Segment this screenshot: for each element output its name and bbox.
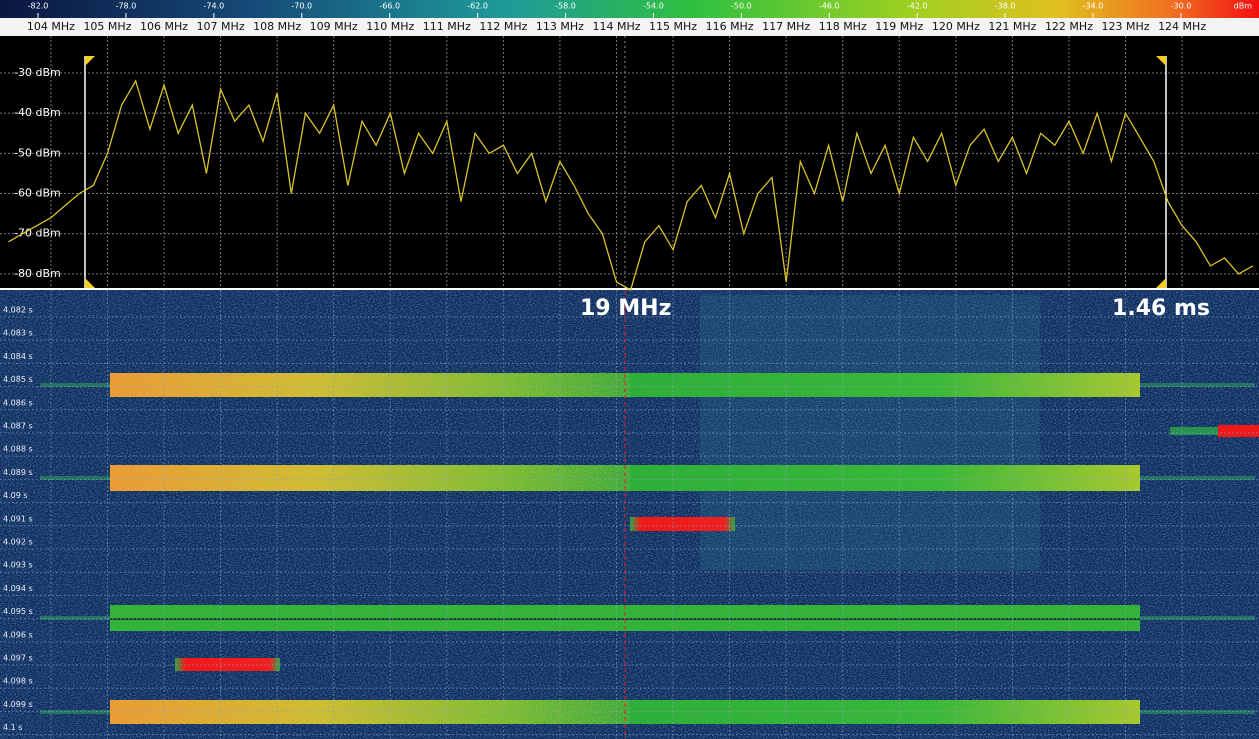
power-tick-label: -40 dBm bbox=[14, 106, 61, 119]
frequency-axis bbox=[0, 18, 1259, 36]
frequency-tick-label: 124 MHz bbox=[1158, 20, 1206, 33]
frequency-tick-label: 109 MHz bbox=[310, 20, 358, 33]
time-tick-label: 4.094 s bbox=[3, 584, 33, 593]
frequency-tick-label: 118 MHz bbox=[819, 20, 867, 33]
time-tick-label: 4.089 s bbox=[3, 468, 33, 477]
spectrum-panel bbox=[0, 36, 1259, 288]
colorbar-tick-label: -42.0 bbox=[907, 2, 928, 11]
time-tick-label: 4.095 s bbox=[3, 607, 33, 616]
spectrum-trace bbox=[8, 79, 1254, 291]
short-burst bbox=[175, 658, 280, 671]
frequency-tick-label: 113 MHz bbox=[536, 20, 584, 33]
time-tick-label: 4.088 s bbox=[3, 445, 33, 454]
time-tick-label: 4.096 s bbox=[3, 630, 33, 639]
colorbar-tick-label: -46.0 bbox=[819, 2, 840, 11]
colorbar-tick-label: -38.0 bbox=[995, 2, 1016, 11]
burst-texture bbox=[110, 465, 630, 491]
frequency-tick-label: 116 MHz bbox=[706, 20, 754, 33]
colorbar-tick-label: -70.0 bbox=[291, 2, 312, 11]
frequency-tick-label: 121 MHz bbox=[988, 20, 1036, 33]
time-tick-label: 4.087 s bbox=[3, 421, 33, 430]
time-tick-label: 4.091 s bbox=[3, 514, 33, 523]
power-tick-label: -70 dBm bbox=[14, 227, 61, 240]
frequency-tick-label: 114 MHz bbox=[592, 20, 640, 33]
time-tick-label: 4.09 s bbox=[3, 491, 28, 500]
time-tick-label: 4.098 s bbox=[3, 677, 33, 686]
time-tick-label: 4.097 s bbox=[3, 654, 33, 663]
frequency-tick-label: 122 MHz bbox=[1045, 20, 1093, 33]
frequency-tick-label: 105 MHz bbox=[83, 20, 131, 33]
time-tick-label: 4.083 s bbox=[3, 329, 33, 338]
colorbar-tick-label: -50.0 bbox=[731, 2, 752, 11]
burst-texture bbox=[110, 373, 630, 397]
time-tick-label: 4.084 s bbox=[3, 352, 33, 361]
grid bbox=[0, 36, 1259, 739]
burst-texture bbox=[110, 700, 630, 724]
colorbar-tick-label: -58.0 bbox=[555, 2, 576, 11]
colorbar-tick-label: -30.0 bbox=[1171, 2, 1192, 11]
colorbar-tick-label: -78.0 bbox=[116, 2, 137, 11]
frequency-tick-label: 111 MHz bbox=[423, 20, 471, 33]
duration-label: 1.46 ms bbox=[1112, 296, 1210, 321]
time-tick-label: 4.093 s bbox=[3, 561, 33, 570]
colorbar-tick-label: -66.0 bbox=[379, 2, 400, 11]
colorbar-tick-label: -74.0 bbox=[204, 2, 225, 11]
power-tick-label: -30 dBm bbox=[14, 66, 61, 79]
time-tick-label: 4.1 s bbox=[3, 723, 22, 732]
colorbar-unit: dBm bbox=[1234, 2, 1253, 11]
frequency-tick-label: 106 MHz bbox=[140, 20, 188, 33]
colorbar-tick-label: -54.0 bbox=[643, 2, 664, 11]
short-burst bbox=[1218, 425, 1259, 437]
bracket-handle[interactable] bbox=[1156, 56, 1166, 66]
waterfall-noise bbox=[0, 290, 1259, 739]
bracket-handle[interactable] bbox=[85, 278, 95, 288]
frequency-tick-label: 104 MHz bbox=[27, 20, 75, 33]
time-tick-label: 4.082 s bbox=[3, 305, 33, 314]
frequency-tick-label: 117 MHz bbox=[762, 20, 810, 33]
time-tick-label: 4.086 s bbox=[3, 398, 33, 407]
short-burst-tail bbox=[1170, 427, 1220, 435]
frequency-tick-label: 108 MHz bbox=[253, 20, 301, 33]
short-burst bbox=[630, 517, 735, 531]
bandwidth-label: 19 MHz bbox=[580, 296, 671, 321]
power-tick-label: -80 dBm bbox=[14, 267, 61, 280]
frequency-tick-label: 115 MHz bbox=[649, 20, 697, 33]
frequency-tick-label: 123 MHz bbox=[1102, 20, 1150, 33]
colorbar bbox=[0, 0, 1259, 18]
frequency-tick-label: 107 MHz bbox=[197, 20, 245, 33]
time-tick-label: 4.092 s bbox=[3, 537, 33, 546]
frequency-tick-label: 110 MHz bbox=[366, 20, 414, 33]
colorbar-tick-label: -82.0 bbox=[28, 2, 49, 11]
bracket-handle[interactable] bbox=[85, 56, 95, 66]
frequency-tick-label: 120 MHz bbox=[932, 20, 980, 33]
time-tick-label: 4.099 s bbox=[3, 700, 33, 709]
frequency-tick-label: 112 MHz bbox=[479, 20, 527, 33]
colorbar-tick-label: -34.0 bbox=[1083, 2, 1104, 11]
frequency-tick-label: 119 MHz bbox=[875, 20, 923, 33]
bracket-handle[interactable] bbox=[1156, 278, 1166, 288]
power-tick-label: -60 dBm bbox=[14, 187, 61, 200]
power-tick-label: -50 dBm bbox=[14, 146, 61, 159]
time-tick-label: 4.085 s bbox=[3, 375, 33, 384]
colorbar-tick-label: -62.0 bbox=[467, 2, 488, 11]
